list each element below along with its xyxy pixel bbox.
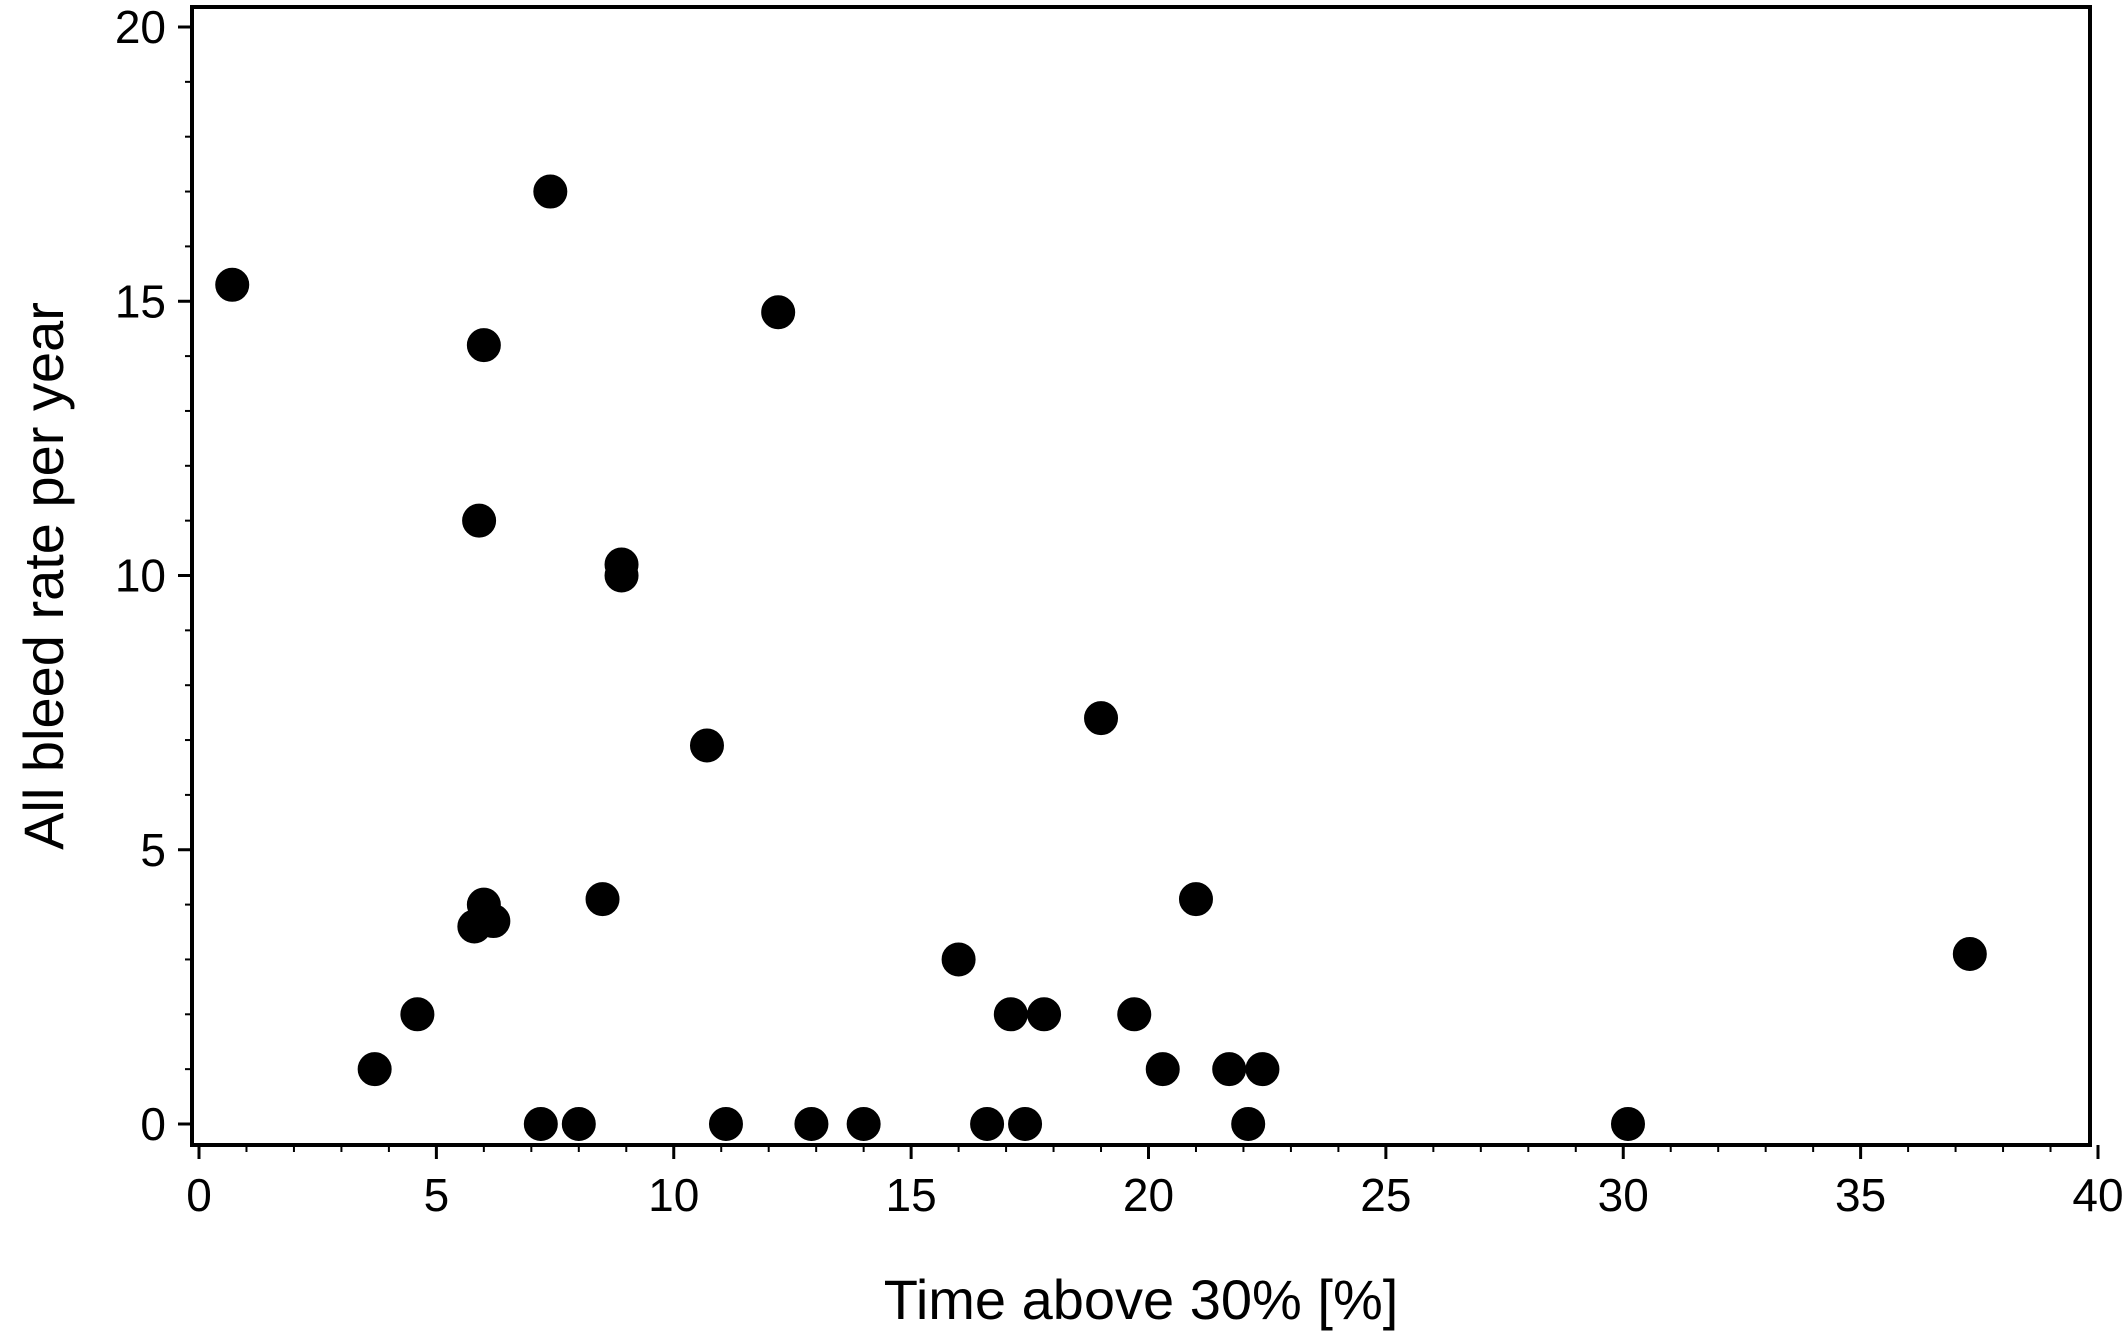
data-point bbox=[1008, 1107, 1043, 1141]
data-point bbox=[1212, 1052, 1247, 1087]
data-points bbox=[215, 174, 1987, 1141]
x-tick-label: 0 bbox=[186, 1169, 212, 1221]
x-tick-label: 10 bbox=[648, 1169, 699, 1221]
data-point bbox=[689, 728, 724, 763]
data-point bbox=[1245, 1052, 1280, 1087]
data-point bbox=[523, 1107, 558, 1141]
y-axis-title: All bleed rate per year bbox=[12, 302, 75, 850]
y-axis: 0 5 10 15 20 bbox=[115, 1, 192, 1150]
data-point bbox=[604, 547, 639, 582]
data-point bbox=[1178, 882, 1213, 917]
data-point bbox=[941, 942, 976, 977]
x-tick-label: 40 bbox=[2072, 1169, 2123, 1221]
data-point bbox=[993, 997, 1028, 1032]
data-point bbox=[466, 328, 501, 363]
x-tick-label: 15 bbox=[886, 1169, 937, 1221]
data-point bbox=[215, 267, 250, 302]
data-point bbox=[1084, 701, 1119, 736]
plot-frame bbox=[190, 5, 2092, 1147]
x-tick-label: 20 bbox=[1123, 1169, 1174, 1221]
data-point bbox=[357, 1052, 392, 1087]
data-point bbox=[1231, 1107, 1266, 1141]
data-point bbox=[476, 904, 511, 939]
data-point bbox=[794, 1107, 829, 1141]
x-axis: 0 5 10 15 20 25 30 35 40 bbox=[186, 1145, 2124, 1221]
data-point bbox=[533, 174, 568, 209]
x-axis-title: Time above 30% [%] bbox=[884, 1268, 1399, 1331]
data-point bbox=[1610, 1107, 1645, 1141]
y-tick-label: 15 bbox=[115, 275, 166, 327]
data-point bbox=[462, 503, 497, 538]
data-point bbox=[561, 1107, 596, 1141]
x-tick-label: 35 bbox=[1835, 1169, 1886, 1221]
data-point bbox=[970, 1107, 1005, 1141]
data-point bbox=[761, 295, 796, 330]
data-point bbox=[1952, 936, 1987, 971]
x-tick-label: 25 bbox=[1360, 1169, 1411, 1221]
y-tick-label: 10 bbox=[115, 550, 166, 602]
y-tick-label: 5 bbox=[140, 824, 166, 876]
data-point bbox=[846, 1107, 881, 1141]
x-tick-label: 30 bbox=[1598, 1169, 1649, 1221]
y-tick-label: 0 bbox=[140, 1098, 166, 1150]
data-point bbox=[1027, 997, 1062, 1032]
data-point bbox=[1145, 1052, 1180, 1087]
data-point bbox=[585, 882, 620, 917]
x-tick-label: 5 bbox=[424, 1169, 450, 1221]
data-point bbox=[400, 997, 435, 1032]
y-tick-label: 20 bbox=[115, 1, 166, 53]
data-point bbox=[1117, 997, 1152, 1032]
data-point bbox=[708, 1107, 743, 1141]
